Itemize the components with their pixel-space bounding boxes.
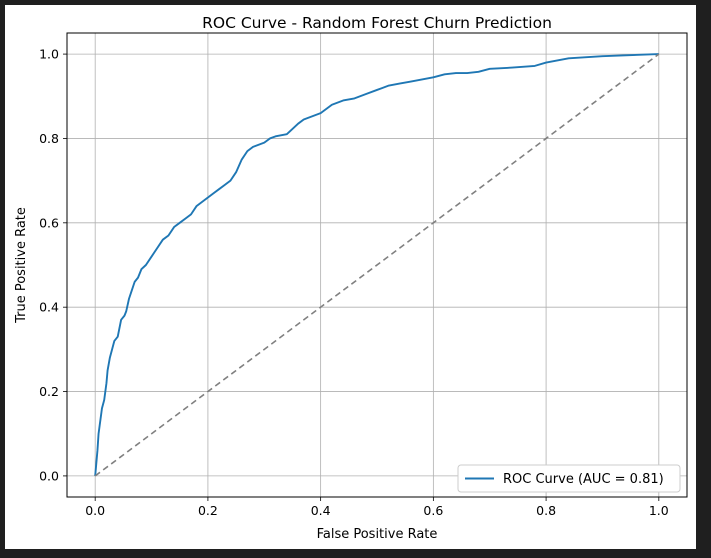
y-tick-label: 0.8: [39, 131, 59, 146]
series-layer: [94, 53, 660, 477]
y-tick-label: 0.2: [39, 384, 59, 399]
random-classifier-line: [94, 53, 660, 477]
y-tick-label: 0.0: [39, 468, 59, 483]
figure-canvas: 0.0 0.2 0.4 0.6 0.8 1.0 0.0 0.2 0.4 0.6 0.8 1.0 ROC…: [5, 5, 696, 549]
x-tick-label: 0.4: [311, 503, 331, 518]
y-tick-label: 0.4: [39, 300, 59, 315]
ticks: 0.0 0.2 0.4 0.6 0.8 1.0 0.0 0.2 0.4 0.6 0.8 1.0: [39, 47, 669, 518]
x-tick-label: 0.8: [536, 503, 556, 518]
plot-border: [66, 32, 688, 498]
y-axis-label: True Positive Rate: [14, 207, 29, 324]
y-tick-label: 1.0: [39, 47, 59, 62]
legend-box: [457, 464, 681, 493]
x-tick-label: 0.6: [423, 503, 443, 518]
legend: ROC Curve (AUC = 0.81): [457, 464, 681, 493]
roc-curve-line: [94, 53, 659, 476]
x-axis-label: False Positive Rate: [317, 527, 438, 542]
grid: [67, 33, 687, 497]
x-tick-label: 1.0: [649, 503, 669, 518]
x-tick-label: 0.0: [85, 503, 105, 518]
legend-label: ROC Curve (AUC = 0.81): [503, 472, 664, 487]
roc-chart: 0.0 0.2 0.4 0.6 0.8 1.0 0.0 0.2 0.4 0.6 0.8 1.0 ROC…: [14, 14, 688, 542]
x-tick-label: 0.2: [198, 503, 218, 518]
chart-title: ROC Curve - Random Forest Churn Predicti…: [202, 14, 552, 32]
y-tick-label: 0.6: [39, 215, 59, 230]
